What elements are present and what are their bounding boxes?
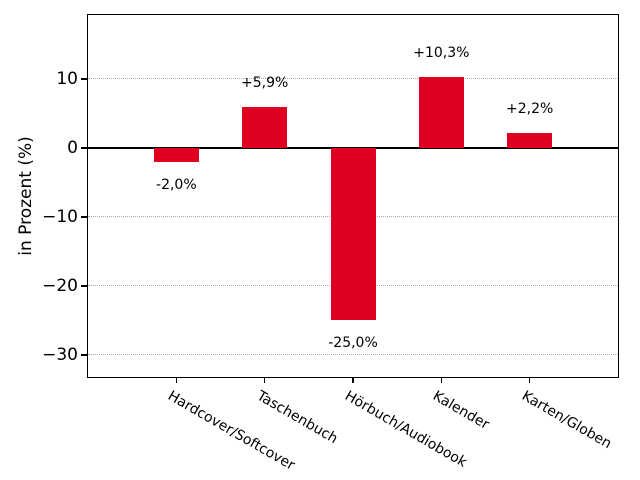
bar-value-label: -25,0% [328,335,378,352]
x-tick-mark [352,377,354,383]
y-tick-label: −10 [42,207,78,228]
bar-Kalender [418,77,464,149]
bar-Hörbuch/Audiobook [330,148,376,321]
x-tick-mark [175,377,178,383]
y-tick-mark [81,285,88,287]
bar-Taschenbuch [242,107,288,149]
gridline-y-10 [88,78,618,80]
y-tick-label: −30 [42,344,78,365]
y-tick-mark [81,147,88,149]
y-tick-mark [81,78,88,80]
x-category-label: Taschenbuch [253,388,341,448]
x-category-label: Karten/Globen [518,388,614,453]
bar-value-label: +2,2% [506,100,554,117]
gridline-y--30 [88,353,618,355]
bar-value-label: -2,0% [156,176,197,193]
y-tick-label: 0 [67,138,78,159]
y-tick-label: 10 [56,69,78,90]
y-tick-mark [81,354,88,356]
bar-value-label: +5,9% [241,75,289,92]
bar-Karten/Globen [507,132,553,149]
bar-Hardcover/Softcover [153,148,199,162]
x-category-label: Kalender [430,388,493,433]
y-tick-mark [81,216,88,218]
x-tick-mark [440,377,443,383]
y-tick-label: −20 [42,275,78,296]
bar-value-label: +10,3% [413,45,470,62]
x-tick-mark [528,377,531,383]
x-tick-mark [263,377,266,383]
